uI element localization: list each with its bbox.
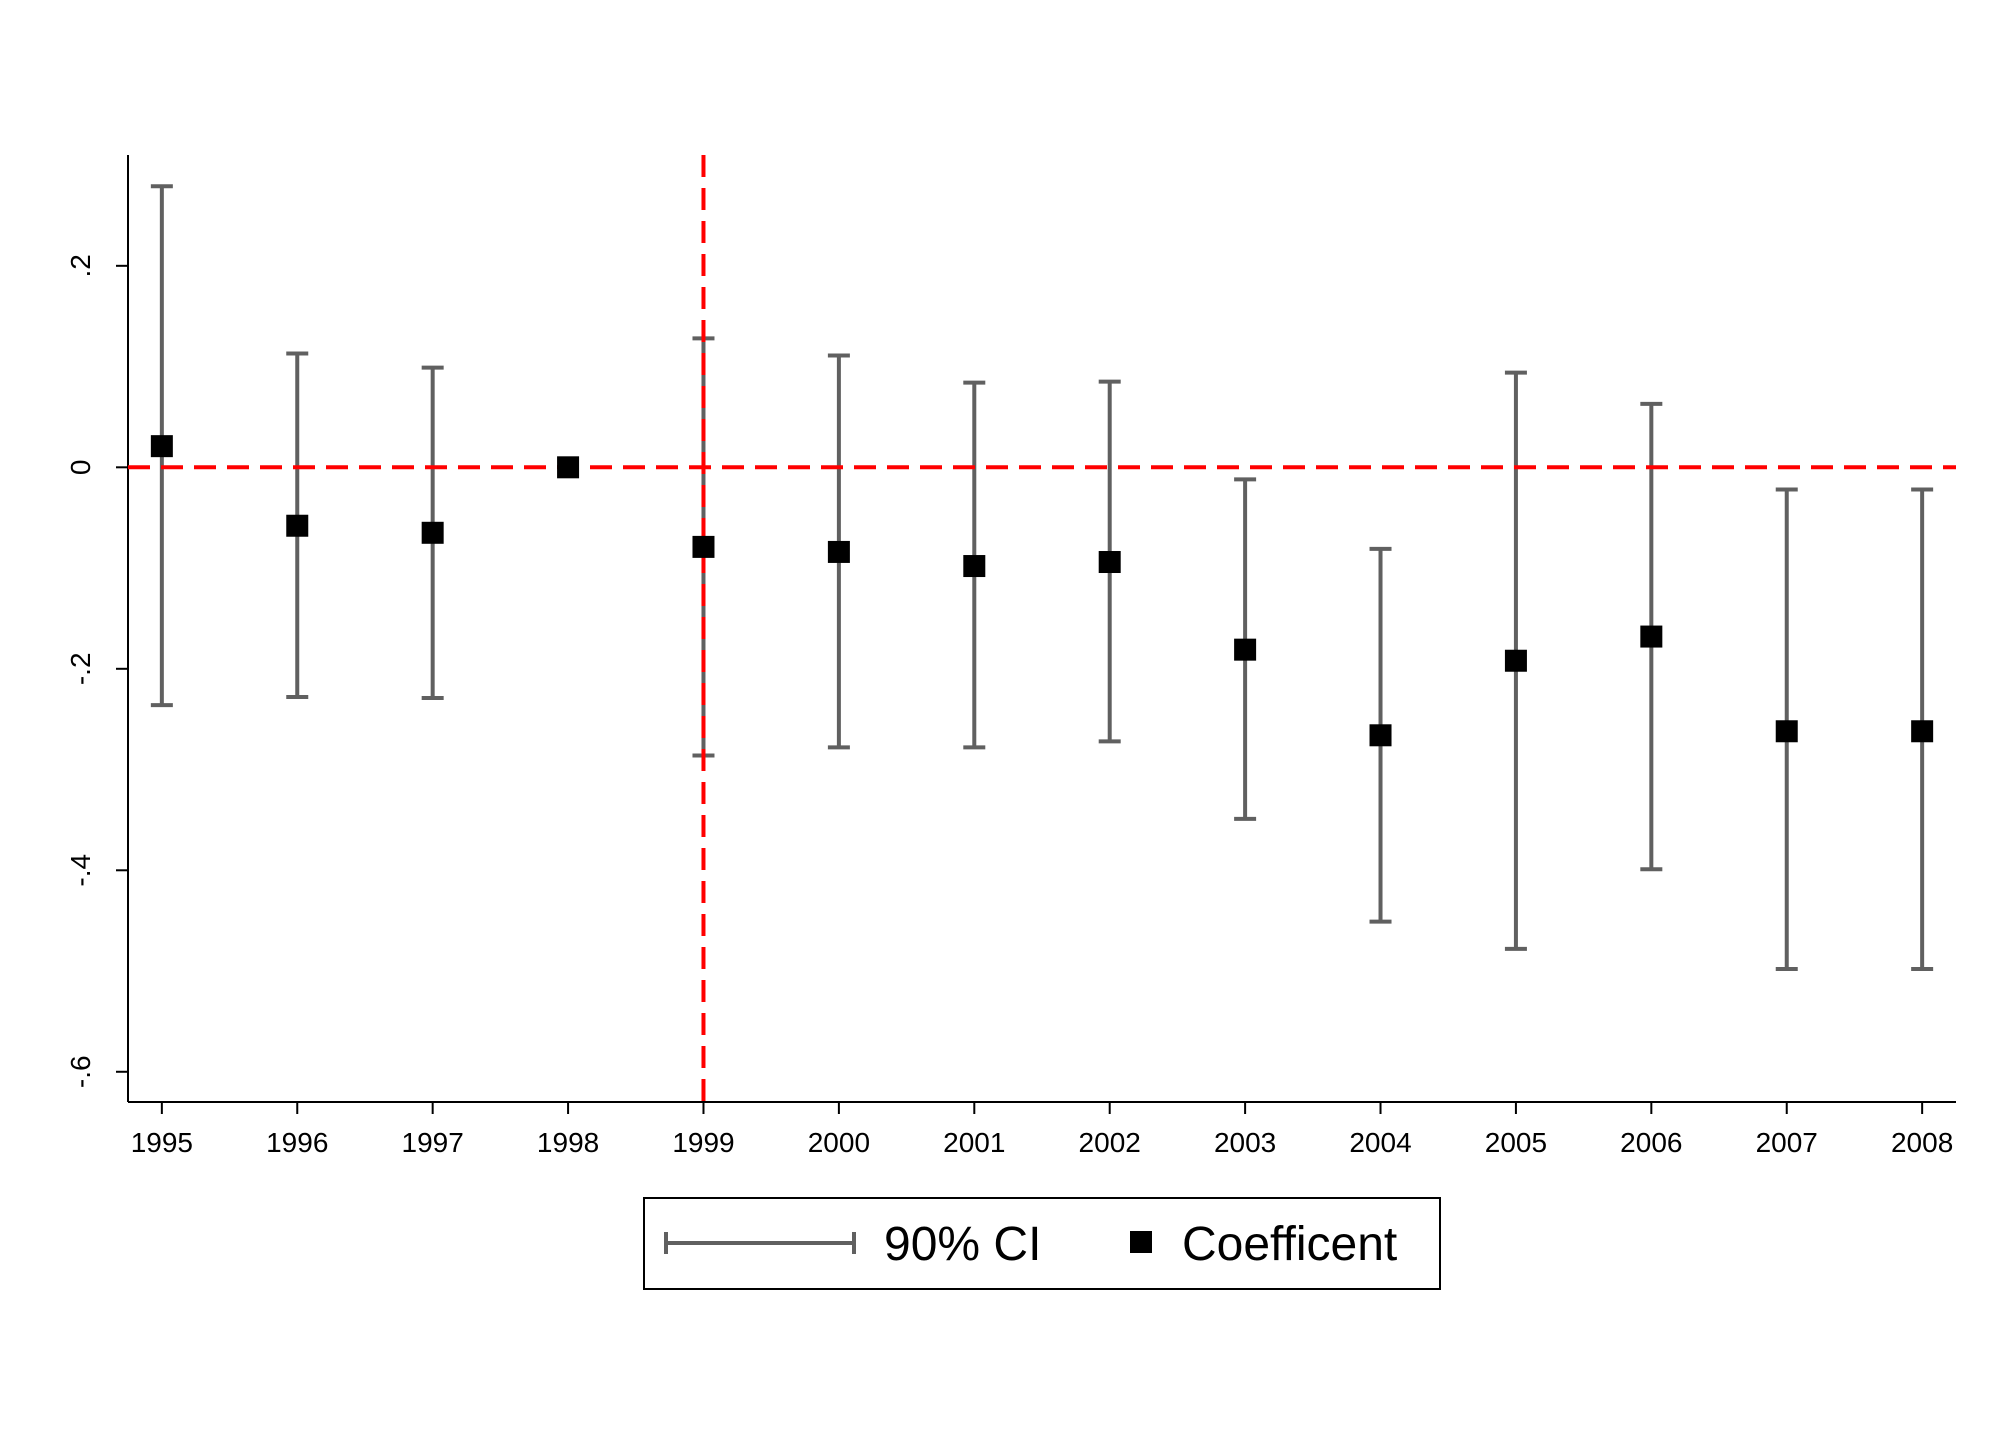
- legend: 90% CI Coefficent: [643, 1197, 1441, 1290]
- x-tick-label: 1995: [131, 1127, 193, 1158]
- x-tick-label: 2001: [943, 1127, 1005, 1158]
- coefficient-point: [1098, 551, 1121, 574]
- coefficient-point: [557, 456, 580, 479]
- x-tick-label: 2004: [1349, 1127, 1411, 1158]
- legend-coefficient-marker: [1130, 1231, 1152, 1253]
- y-tick-label: -.6: [65, 1055, 96, 1088]
- legend-ci-symbol: [664, 1232, 856, 1254]
- coefficient-point: [1504, 649, 1527, 672]
- y-tick-label: -.4: [65, 854, 96, 887]
- coefficient-point: [421, 521, 444, 544]
- coefficient-point: [963, 555, 986, 578]
- x-tick-label: 2002: [1079, 1127, 1141, 1158]
- plot-area: .2 0 -.2 -.4 -.6 1995 1996 1997 1998 1999 2000 2001…: [65, 155, 1956, 1158]
- x-tick-label: 1998: [537, 1127, 599, 1158]
- coefficient-point: [1369, 724, 1392, 747]
- x-tick-label: 2008: [1891, 1127, 1953, 1158]
- x-tick-label: 2006: [1620, 1127, 1682, 1158]
- x-tick-label: 2007: [1756, 1127, 1818, 1158]
- y-tick-label: -.2: [65, 652, 96, 685]
- x-tick-label: 2005: [1485, 1127, 1547, 1158]
- x-tick-label: 1997: [402, 1127, 464, 1158]
- x-tick-label: 2000: [808, 1127, 870, 1158]
- x-tick-label: 1996: [266, 1127, 328, 1158]
- coefficient-point: [1775, 720, 1798, 743]
- coefficient-point: [827, 540, 850, 563]
- x-tick-label: 1999: [672, 1127, 734, 1158]
- coefficient-point: [1234, 638, 1257, 661]
- y-tick-label: 0: [65, 460, 96, 476]
- y-tick-label: .2: [65, 254, 96, 277]
- x-tick-label: 2003: [1214, 1127, 1276, 1158]
- coefficient-point: [1911, 720, 1934, 743]
- legend-label-coefficient: Coefficent: [1182, 1218, 1397, 1271]
- coefficient-point: [1640, 625, 1663, 648]
- coefficient-point: [286, 514, 309, 537]
- coefficient-point: [150, 435, 173, 458]
- coefficient-point: [692, 535, 715, 558]
- legend-label-ci: 90% CI: [884, 1218, 1041, 1271]
